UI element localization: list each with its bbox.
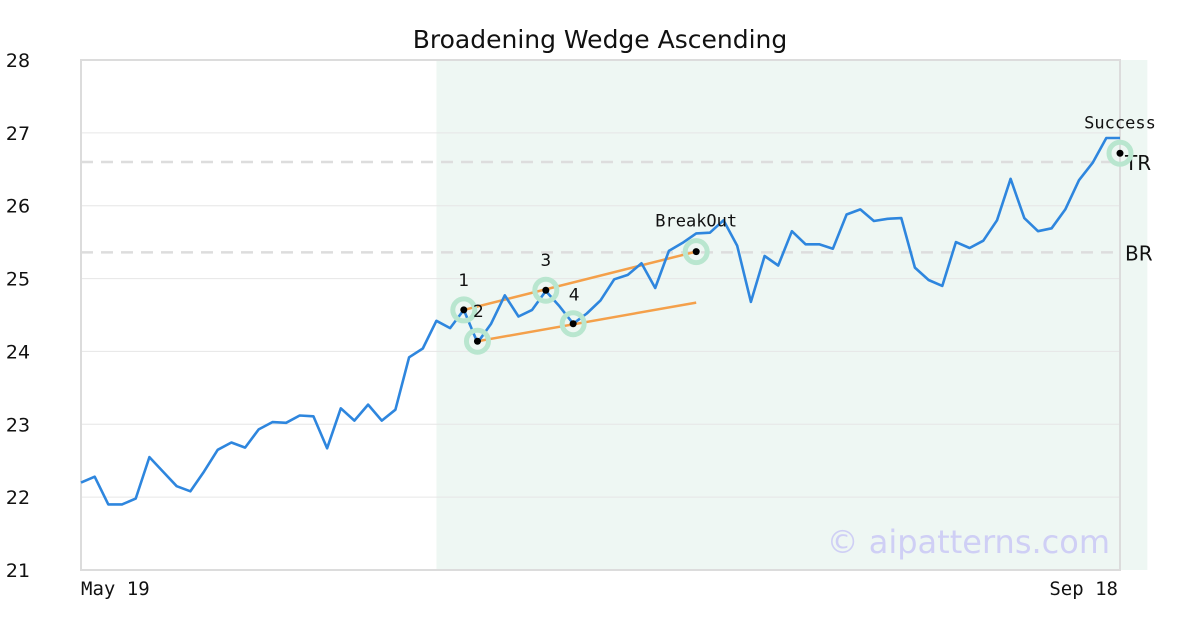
- pattern-point-halo: [463, 327, 491, 355]
- y-tick-label: 26: [6, 196, 30, 218]
- pattern-point-halo: [450, 296, 478, 324]
- grid: [81, 59, 1120, 571]
- y-tick-label: 21: [6, 560, 30, 582]
- y-tick-label: 25: [6, 269, 30, 291]
- pattern-point: [569, 320, 577, 328]
- markers: 12 34 BreakOut Success: [450, 113, 1156, 355]
- y-tick-label: 23: [6, 414, 30, 436]
- x-tick-label: May 19: [81, 578, 150, 600]
- event-label: BreakOut: [655, 212, 737, 232]
- event-label: Success: [1084, 113, 1156, 133]
- pattern-point-halo: [532, 276, 560, 304]
- point-label: 1: [458, 271, 469, 291]
- y-tick-label: 27: [6, 123, 30, 145]
- trendline: [477, 301, 697, 343]
- point-label: 2: [473, 302, 484, 322]
- event-point-halo: [682, 238, 710, 266]
- pattern-point: [542, 286, 550, 294]
- event-point: [692, 248, 700, 256]
- x-tick-label: Sep 18: [1049, 578, 1118, 600]
- plot-area: [80, 59, 1121, 571]
- pattern-point: [460, 306, 468, 314]
- event-point: [1116, 149, 1124, 157]
- price-line: [80, 136, 1120, 506]
- pattern-point-halo: [559, 310, 587, 338]
- y-tick-label: 22: [6, 487, 30, 509]
- point-label: 4: [569, 286, 580, 306]
- highlight-region: [436, 60, 1148, 570]
- pattern-point: [473, 337, 481, 345]
- y-tick-label: 28: [6, 50, 30, 72]
- chart-title: Broadening Wedge Ascending: [413, 25, 788, 54]
- point-label: 3: [540, 251, 551, 271]
- y-tick-label: 24: [6, 341, 30, 363]
- y-axis: 21 22 23 24 25 26 27 28: [6, 50, 30, 582]
- level-label: BR: [1125, 241, 1153, 265]
- watermark: © aipatterns.com: [827, 523, 1110, 561]
- x-axis: May 19 Sep 18: [81, 578, 1118, 600]
- event-point-halo: [1106, 139, 1134, 167]
